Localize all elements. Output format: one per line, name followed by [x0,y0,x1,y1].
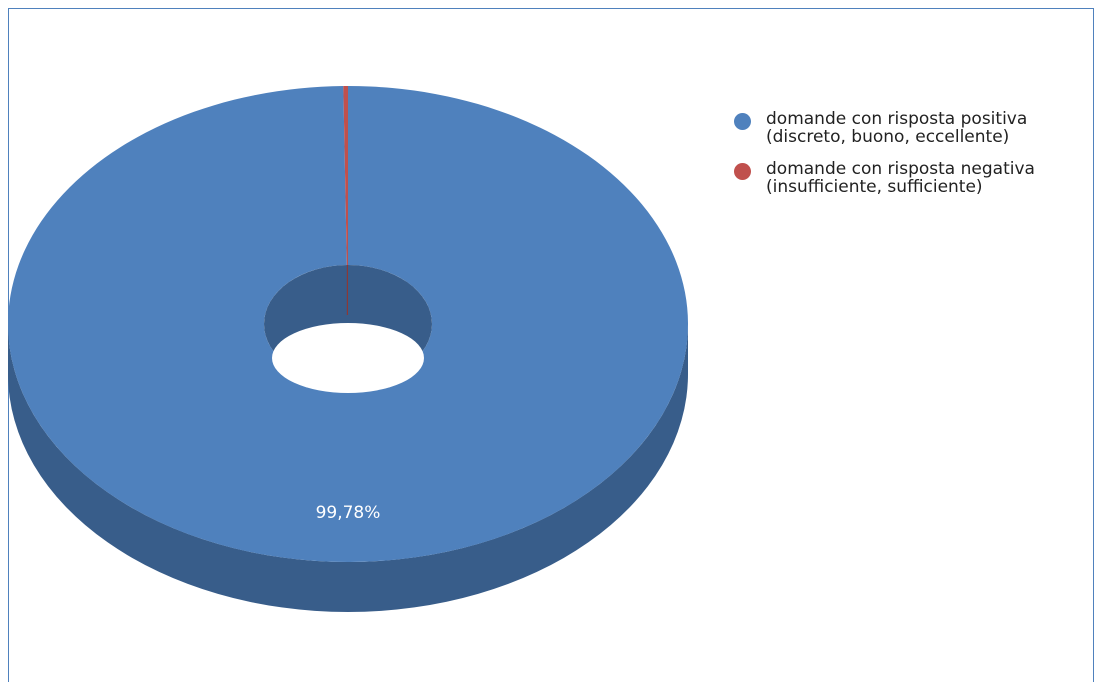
donut-hole [272,323,424,393]
legend-label-negative-line1: domande con risposta negativa [766,159,1035,179]
donut-slice-1 [343,86,348,266]
legend-item-positive[interactable]: domande con risposta positiva (discreto,… [734,110,1086,146]
legend-label-positive-line1: domande con risposta positiva [766,109,1028,129]
chart-legend: domande con risposta positiva (discreto,… [734,110,1086,210]
legend-item-negative[interactable]: domande con risposta negativa (insuffici… [734,160,1086,196]
donut-outer-side [8,324,688,612]
legend-marker-positive [734,113,751,130]
legend-label-positive-line2: (discreto, buono, eccellente) [766,127,1010,147]
legend-marker-negative [734,163,751,180]
donut-slice-0 [8,86,689,563]
donut-side-walls [8,324,688,612]
donut-top-faces [8,86,689,563]
donut-inner-wall-negative [346,265,348,316]
donut-data-labels: 99,78% [316,503,381,523]
data-label-positive: 99,78% [316,503,381,523]
legend-label-negative-line2: (insufficiente, sufficiente) [766,177,983,197]
